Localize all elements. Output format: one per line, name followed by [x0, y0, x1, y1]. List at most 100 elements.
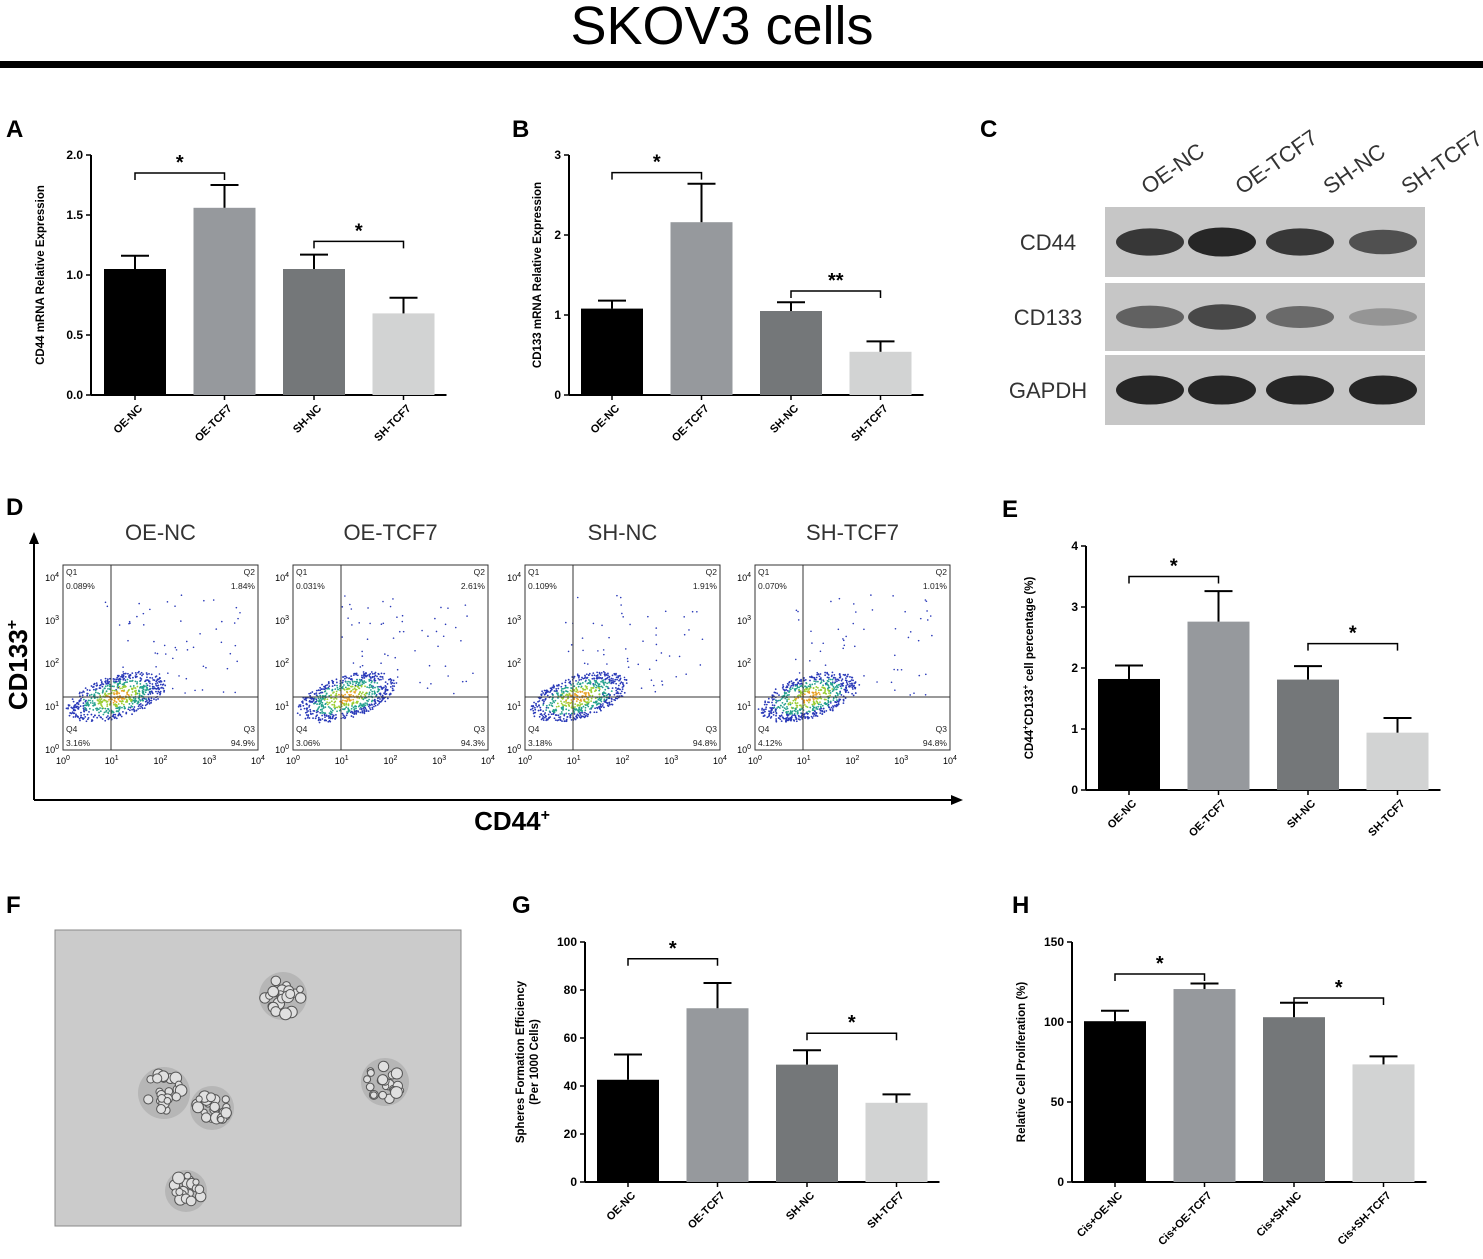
- panel-letter-h: H: [1012, 892, 1029, 919]
- significance-bracket: [611, 171, 703, 180]
- panel-letter-c: C: [980, 116, 997, 143]
- significance-bracket: [806, 1032, 898, 1041]
- y-tick-label: 20: [564, 1127, 578, 1141]
- y-tick-label: 2: [1071, 661, 1078, 675]
- x-tick-label: 102: [616, 755, 630, 766]
- y-tick-label: 101: [737, 701, 751, 712]
- blot-band: [1266, 306, 1334, 328]
- y-tick-label: 104: [275, 572, 289, 583]
- y-tick-label: 103: [737, 615, 751, 626]
- quadrant-label: Q4: [758, 724, 770, 734]
- significance-label: *: [669, 938, 677, 960]
- x-tick-label: SH-NC: [291, 403, 324, 436]
- bar-3: [1263, 1017, 1325, 1182]
- significance-label: **: [828, 270, 844, 292]
- bar-4: [372, 313, 435, 395]
- y-tick-label: 3: [1071, 600, 1078, 614]
- quadrant-label: 1.01%: [923, 581, 948, 591]
- y-tick-label: 101: [45, 701, 59, 712]
- x-tick-label: 101: [567, 755, 581, 766]
- y-tick-label: 0.5: [66, 328, 83, 342]
- x-tick-label: OE-TCF7: [670, 403, 712, 445]
- x-tick-label: SH-NC: [768, 403, 801, 436]
- quadrant-label: 2.61%: [461, 581, 486, 591]
- significance-bracket: [313, 240, 405, 249]
- blot-band: [1116, 305, 1184, 329]
- title-rule: [0, 61, 1483, 68]
- bar-chart-a: 0.0 0.5 1.0 1.5 2.0 CD44 mRNA Relative Expres…: [35, 148, 447, 444]
- y-tick-label: 0.0: [66, 388, 83, 402]
- y-tick-label: 103: [45, 615, 59, 626]
- x-tick-label: 102: [384, 755, 398, 766]
- y-tick-label: 100: [1044, 1015, 1064, 1029]
- y-tick-label: 102: [275, 658, 289, 669]
- x-tick-label: 104: [251, 755, 265, 766]
- blot-row-label: CD44: [1020, 230, 1076, 255]
- blot-band: [1266, 228, 1334, 256]
- bar-4: [1366, 732, 1429, 790]
- quadrant-label: 0.109%: [528, 581, 557, 591]
- quadrant-label: Q3: [706, 724, 718, 734]
- bar-charts: 0.0 0.5 1.0 1.5 2.0 CD44 mRNA Relative Expres…: [35, 148, 1441, 1248]
- sphere-micrograph: [54, 929, 462, 1227]
- x-tick-label: 100: [286, 755, 300, 766]
- y-tick-label: 1.0: [66, 268, 83, 282]
- y-tick-label: 40: [564, 1079, 578, 1093]
- bar-1: [1084, 1021, 1146, 1182]
- y-tick-label: 80: [564, 983, 578, 997]
- y-tick-label: 0: [554, 388, 561, 402]
- y-tick-label: 102: [507, 658, 521, 669]
- blot-band: [1266, 375, 1334, 405]
- blot-lane-label: OE-NC: [1137, 138, 1209, 199]
- quadrant-label: 3.06%: [296, 738, 321, 748]
- x-tick-label: 101: [105, 755, 119, 766]
- quadrant-label: 0.089%: [66, 581, 95, 591]
- significance-label: *: [1156, 953, 1164, 975]
- quadrant-label: 1.84%: [231, 581, 256, 591]
- quadrant-label: Q3: [474, 724, 486, 734]
- quadrant-label: Q1: [66, 567, 78, 577]
- blot-row-label: GAPDH: [1009, 378, 1087, 403]
- quadrant-label: 3.16%: [66, 738, 91, 748]
- quadrant-label: 94.8%: [923, 738, 948, 748]
- sphere-3: [190, 1086, 234, 1130]
- y-tick-label: 2: [554, 228, 561, 242]
- quadrant-label: Q2: [244, 567, 256, 577]
- x-tick-label: OE-TCF7: [686, 1190, 728, 1232]
- y-tick-label: 50: [1051, 1095, 1065, 1109]
- bar-1: [1098, 678, 1160, 790]
- panel-letter-g: G: [512, 892, 531, 919]
- significance-bracket: [1307, 642, 1399, 651]
- bar-3: [1277, 679, 1339, 790]
- flow-plot-title: OE-TCF7: [343, 520, 437, 545]
- x-tick-label: OE-NC: [112, 403, 146, 437]
- x-tick-label: SH-TCF7: [1366, 798, 1407, 839]
- bar-1: [581, 308, 643, 395]
- bar-2: [193, 207, 256, 395]
- quadrant-label: 0.031%: [296, 581, 325, 591]
- bar-2: [686, 1008, 749, 1182]
- y-tick-label: 102: [45, 658, 59, 669]
- x-tick-label: 102: [154, 755, 168, 766]
- x-tick-label: 102: [846, 755, 860, 766]
- blot-lane-label: SH-NC: [1319, 139, 1390, 200]
- significance-label: *: [1335, 977, 1343, 999]
- x-tick-label: OE-NC: [1106, 798, 1140, 832]
- blot-band: [1349, 308, 1417, 326]
- y-tick-label: 2.0: [66, 148, 83, 162]
- y-tick-label: 100: [275, 744, 289, 755]
- y-tick-label: 103: [507, 615, 521, 626]
- blot-lane-label: OE-TCF7: [1231, 125, 1322, 199]
- blot-band: [1349, 375, 1417, 405]
- y-axis-label: CD133 mRNA Relative Expression: [532, 182, 544, 368]
- page-title: SKOV3 cells: [570, 0, 873, 56]
- x-tick-label: SH-NC: [1285, 798, 1318, 831]
- quadrant-label: 0.070%: [758, 581, 787, 591]
- y-axis-label: Relative Cell Proliferation (%): [1016, 982, 1028, 1143]
- significance-label: *: [848, 1012, 856, 1034]
- x-tick-label: Cis+SH-TCF7: [1336, 1190, 1394, 1248]
- x-tick-label: OE-TCF7: [193, 403, 235, 445]
- flow-plot-1: OE-NC Q1 0.089% Q2 1.84% Q4 3.16% Q3 94.9% 100100…: [45, 520, 265, 766]
- flow-plot-frame: [62, 564, 259, 751]
